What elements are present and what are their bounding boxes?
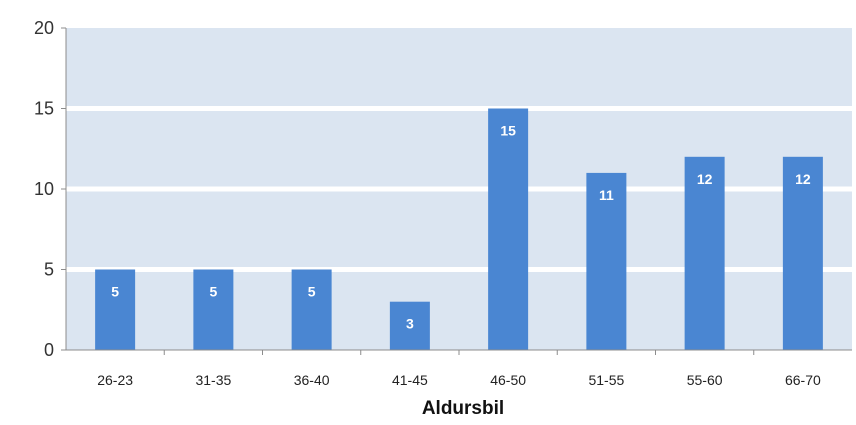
y-tick-label: 5 [44,260,54,280]
y-tick-label: 0 [44,340,54,360]
x-axis-title: Aldursbil [422,398,504,419]
x-tick-label: 55-60 [687,372,723,388]
x-axis-ticks: 26-23 31-35 36-40 41-45 46-50 51-55 55-60 66-70 [97,350,821,388]
bar [684,156,725,350]
bars [95,108,823,350]
data-label: 12 [795,171,811,187]
data-label: 5 [111,284,119,300]
data-label: 5 [308,284,316,300]
bar [193,269,234,350]
data-label: 11 [599,187,614,203]
y-axis-ticks: 0 5 10 15 20 [34,18,66,360]
x-tick-label: 46-50 [490,372,526,388]
data-label: 12 [697,171,713,187]
data-labels: 5 5 5 3 15 11 12 12 [111,123,811,332]
data-label: 15 [500,123,516,139]
y-tick-label: 10 [34,179,54,199]
bar [291,269,332,350]
data-label: 5 [209,284,217,300]
bar [389,301,430,350]
bar [488,108,529,350]
bar [586,172,627,350]
bar [95,269,136,350]
bar [782,156,823,350]
y-tick-label: 20 [34,18,54,38]
x-tick-label: 36-40 [294,372,330,388]
x-tick-label: 31-35 [195,372,231,388]
x-tick-label: 26-23 [97,372,133,388]
y-tick-label: 15 [34,99,54,119]
x-tick-label: 51-55 [588,372,624,388]
data-label: 3 [406,316,414,332]
x-tick-label: 66-70 [785,372,821,388]
x-tick-label: 41-45 [392,372,428,388]
